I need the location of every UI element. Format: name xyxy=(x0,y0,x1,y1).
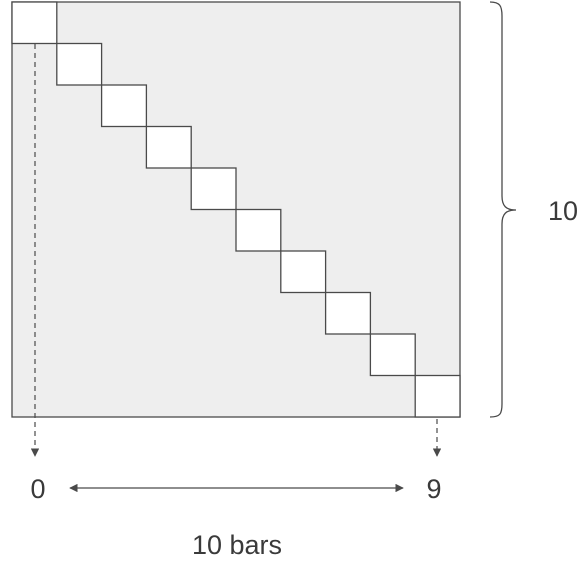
height-brace xyxy=(489,1,517,418)
diagonal-cells xyxy=(11,1,461,418)
span-label: 10 bars xyxy=(192,530,282,560)
diagonal-cell xyxy=(235,208,282,252)
last-index-label: 9 xyxy=(426,474,441,504)
diagonal-cell xyxy=(100,84,148,128)
height-label: 10 xyxy=(548,196,578,226)
first-index-label: 0 xyxy=(30,474,45,504)
diagonal-cell xyxy=(280,250,327,294)
diagonal-cell xyxy=(145,125,192,169)
diagonal-cell xyxy=(11,1,58,45)
diagonal-cell xyxy=(369,333,416,377)
diagonal-cell xyxy=(190,167,237,211)
diagonal-cell xyxy=(414,374,461,418)
diagonal-cell xyxy=(56,42,103,86)
diagonal-cell xyxy=(324,291,372,335)
